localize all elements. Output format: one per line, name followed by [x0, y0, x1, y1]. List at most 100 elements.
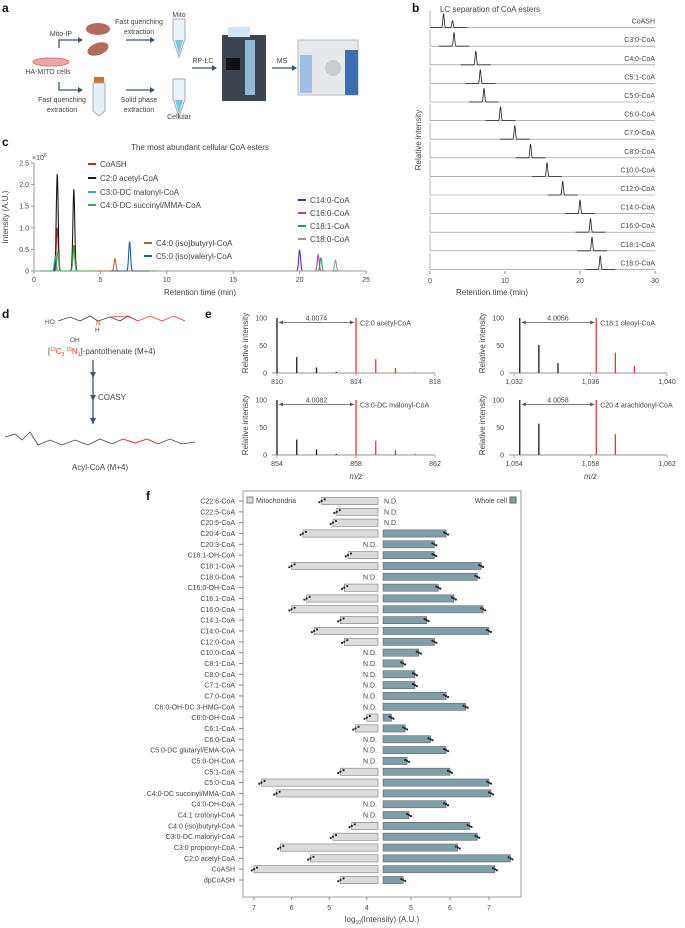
mito-bar [313, 627, 379, 635]
panel-label-f: f [146, 489, 151, 503]
series-line [95, 258, 135, 272]
cell-bar [382, 551, 435, 559]
legend-label: C2:0 acetyl-CoA [100, 174, 159, 183]
data-point [279, 846, 282, 849]
y-tick-label: 0.5 [19, 247, 29, 254]
y-axis-label: Relative intensity [241, 313, 250, 373]
data-point [474, 574, 477, 577]
data-point [458, 847, 461, 850]
category-label: C3:0 propionyl-CoA [174, 845, 235, 852]
data-point [409, 814, 413, 818]
data-point [476, 575, 479, 578]
data-point [252, 868, 256, 871]
category-label: C16:1-CoA [200, 596, 235, 603]
x-label-log: log [345, 915, 356, 924]
category-label: C4:0-DC succinyl/MMA-CoA [147, 791, 236, 798]
trace-label: C5:1-CoA [624, 74, 655, 81]
data-point [349, 552, 353, 555]
tube-icon [172, 18, 186, 59]
cell-bar [382, 659, 404, 668]
data-point [357, 725, 360, 728]
category-label: C6:0-OH-DC 3-HMG-CoA [154, 704, 235, 711]
data-point [480, 564, 483, 568]
data-point [446, 695, 450, 699]
mito-bar [291, 562, 379, 570]
falcon-tube-icon [94, 77, 104, 83]
data-point [342, 617, 345, 620]
chart-title: The most abundant cellular CoA esters [131, 143, 269, 152]
data-point [474, 834, 477, 837]
data-point [288, 566, 291, 569]
data-point [290, 608, 293, 611]
cell-bar [382, 724, 406, 733]
cell-bar [382, 735, 431, 744]
compound-label: C20:4 arachidonyl-CoA [600, 402, 673, 409]
category-label: C6:0-OH-CoA [191, 715, 235, 722]
x-axis-label: m/z [350, 472, 363, 481]
x-tick-label: 6 [290, 905, 294, 912]
cell-bar [382, 865, 496, 874]
series-line [40, 246, 157, 272]
cell-bar [382, 540, 435, 549]
x-tick-label: 814 [350, 379, 362, 386]
mass-shift-label: 4.0074 [306, 315, 328, 322]
data-point [400, 877, 403, 881]
y-scale-exp: 6 [44, 153, 47, 159]
data-point [278, 790, 281, 793]
y-tick-label: 1.5 [19, 204, 29, 211]
cell-bar [382, 594, 455, 603]
data-point [495, 869, 498, 872]
mito-bar [302, 529, 379, 538]
data-point [318, 501, 321, 504]
category-label: C4:1 crotonyl-CoA [178, 813, 236, 820]
mass-shift-label: 4.0058 [547, 397, 569, 404]
data-point [331, 521, 335, 524]
data-point [433, 554, 436, 557]
data-point [340, 587, 344, 590]
panel-c-chromatogram: The most abundant cellular CoA esters 0 0.… [1, 143, 370, 297]
category-label: C20:4-CoA [200, 531, 235, 538]
data-point [307, 858, 310, 861]
x-tick-label: 7 [487, 905, 491, 912]
label-cells: HA-MITO cells [25, 69, 71, 76]
enzyme-label: COASY [98, 393, 127, 402]
data-point [316, 628, 319, 631]
atom-n: N [96, 320, 101, 327]
data-point [435, 641, 438, 644]
legend-label-cell: Whole cell [475, 498, 508, 505]
label-fast-quenching-2: Fast quenching [38, 97, 86, 104]
y-tick-label: 1.0 [19, 225, 29, 232]
y-tick-label: 0 [25, 269, 29, 276]
data-point [354, 727, 357, 730]
category-label: C4:0 (iso)butyryl-CoA [168, 823, 235, 830]
mass-shift-label: 4.0056 [547, 315, 569, 322]
category-label: C5:1-CoA [204, 769, 235, 776]
y-tick-label: 0 [500, 371, 504, 378]
y-tick-label: 100 [492, 398, 504, 405]
nd-label: N.D. [363, 737, 377, 744]
trace-label: C12:0-CoA [620, 186, 655, 193]
y-scale-base: ×10 [32, 155, 44, 162]
y-tick-label: 2.5 [19, 161, 29, 168]
mito-bar [306, 594, 379, 603]
x-tick-label: 810 [271, 379, 283, 386]
x-tick-label: 5 [98, 277, 102, 284]
label-ms: MS [277, 58, 288, 65]
data-point [411, 672, 415, 675]
y-axis-label: Relative intensity [478, 395, 487, 455]
pantothenate-label: [13C315N1]-pantothenate (M+4) [48, 347, 156, 358]
data-point [435, 585, 438, 588]
mito-bar [291, 605, 379, 614]
x-tick-label: 0 [32, 277, 36, 284]
x-label-rest: (Intensity) (A.U.) [361, 915, 420, 924]
mito-bar [280, 843, 379, 852]
cell-bar [382, 648, 420, 657]
x-tick-label: 5 [327, 905, 331, 912]
category-label: C18:0-CoA [200, 574, 235, 581]
series-line [109, 240, 150, 272]
data-point [402, 726, 405, 729]
data-point [443, 531, 446, 534]
legend-label: C18:1-CoA [310, 222, 350, 231]
nd-label: N.D. [363, 693, 377, 700]
trace-peak [532, 162, 562, 177]
